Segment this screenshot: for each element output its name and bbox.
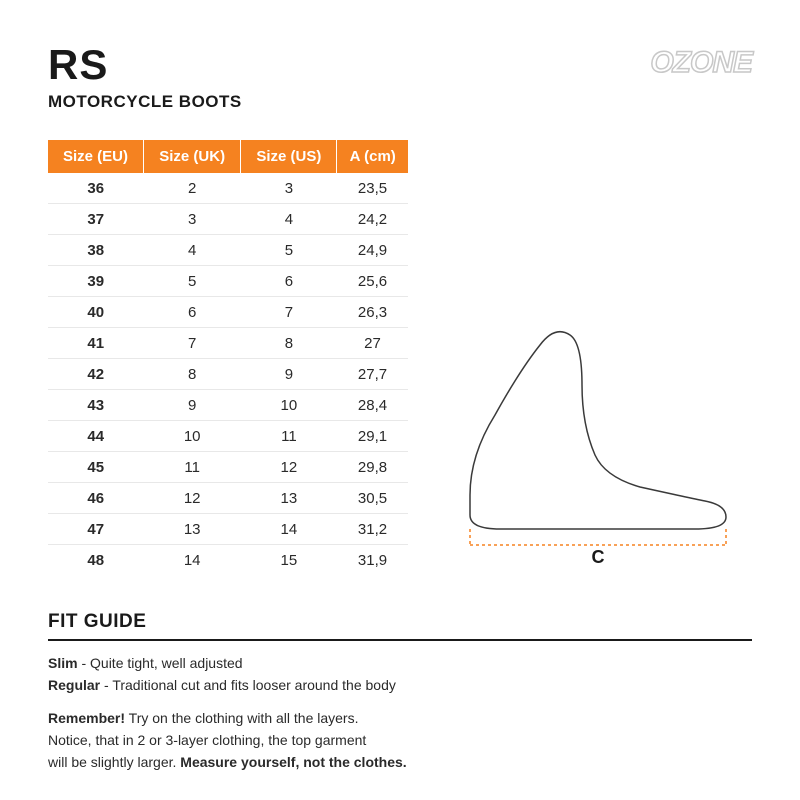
table-cell: 43 (48, 390, 144, 421)
column-header: Size (UK) (144, 140, 241, 173)
table-cell: 47 (48, 514, 144, 545)
table-row: 44101129,1 (48, 421, 408, 452)
fit-term: Regular (48, 677, 100, 693)
foot-outline-icon: C (440, 305, 740, 565)
table-cell: 13 (241, 483, 337, 514)
table-body: 362323,5373424,2384524,9395625,6406726,3… (48, 173, 408, 575)
table-cell: 23,5 (337, 173, 408, 204)
foot-diagram: C (428, 140, 752, 575)
fit-desc: - Traditional cut and fits looser around… (100, 677, 396, 693)
table-cell: 30,5 (337, 483, 408, 514)
table-cell: 31,2 (337, 514, 408, 545)
table-cell: 5 (144, 266, 241, 297)
table-head: Size (EU)Size (UK)Size (US)A (cm) (48, 140, 408, 173)
table-row: 47131431,2 (48, 514, 408, 545)
table-cell: 14 (144, 545, 241, 576)
table-cell: 31,9 (337, 545, 408, 576)
column-header: Size (EU) (48, 140, 144, 173)
table-row: 406726,3 (48, 297, 408, 328)
table-cell: 48 (48, 545, 144, 576)
table-cell: 26,3 (337, 297, 408, 328)
table-cell: 45 (48, 452, 144, 483)
table-cell: 6 (144, 297, 241, 328)
table-cell: 3 (241, 173, 337, 204)
table-cell: 7 (241, 297, 337, 328)
table-cell: 8 (144, 359, 241, 390)
table-cell: 3 (144, 204, 241, 235)
table-cell: 44 (48, 421, 144, 452)
product-code: RS (48, 44, 242, 86)
table-cell: 24,2 (337, 204, 408, 235)
table-cell: 28,4 (337, 390, 408, 421)
table-row: 46121330,5 (48, 483, 408, 514)
table-cell: 38 (48, 235, 144, 266)
table-cell: 2 (144, 173, 241, 204)
table-row: 428927,7 (48, 359, 408, 390)
table-cell: 29,1 (337, 421, 408, 452)
fit-remember: Remember! Try on the clothing with all t… (48, 708, 752, 773)
brand-logo: OZONE (650, 46, 752, 80)
table-row: 48141531,9 (48, 545, 408, 576)
table-cell: 8 (241, 328, 337, 359)
fit-desc: - Quite tight, well adjusted (78, 655, 243, 671)
table-cell: 9 (241, 359, 337, 390)
product-type: MOTORCYCLE BOOTS (48, 92, 242, 112)
table-cell: 4 (241, 204, 337, 235)
table-cell: 12 (144, 483, 241, 514)
remember-label: Remember! (48, 710, 125, 726)
title-block: RS MOTORCYCLE BOOTS (48, 44, 242, 112)
table-cell: 11 (144, 452, 241, 483)
table-cell: 15 (241, 545, 337, 576)
table-row: 417827 (48, 328, 408, 359)
fit-line: Slim - Quite tight, well adjusted (48, 653, 752, 675)
table-cell: 14 (241, 514, 337, 545)
fit-line: Regular - Traditional cut and fits loose… (48, 675, 752, 697)
table-row: 373424,2 (48, 204, 408, 235)
header: RS MOTORCYCLE BOOTS OZONE (48, 44, 752, 112)
table-row: 384524,9 (48, 235, 408, 266)
content-row: Size (EU)Size (UK)Size (US)A (cm) 362323… (48, 140, 752, 575)
table-cell: 5 (241, 235, 337, 266)
table-cell: 4 (144, 235, 241, 266)
table-cell: 24,9 (337, 235, 408, 266)
table-cell: 29,8 (337, 452, 408, 483)
fit-guide-title: FIT GUIDE (48, 611, 752, 641)
table-cell: 12 (241, 452, 337, 483)
table-cell: 41 (48, 328, 144, 359)
table-cell: 27,7 (337, 359, 408, 390)
table-cell: 37 (48, 204, 144, 235)
table-cell: 13 (144, 514, 241, 545)
table-cell: 11 (241, 421, 337, 452)
table-cell: 10 (144, 421, 241, 452)
table-cell: 42 (48, 359, 144, 390)
column-header: Size (US) (241, 140, 337, 173)
table-cell: 46 (48, 483, 144, 514)
fit-guide: FIT GUIDE Slim - Quite tight, well adjus… (48, 611, 752, 773)
table-cell: 9 (144, 390, 241, 421)
table-cell: 36 (48, 173, 144, 204)
column-header: A (cm) (337, 140, 408, 173)
table-cell: 25,6 (337, 266, 408, 297)
table-cell: 10 (241, 390, 337, 421)
table-cell: 6 (241, 266, 337, 297)
table-cell: 40 (48, 297, 144, 328)
table-row: 362323,5 (48, 173, 408, 204)
table-cell: 39 (48, 266, 144, 297)
size-table: Size (EU)Size (UK)Size (US)A (cm) 362323… (48, 140, 408, 575)
table-cell: 7 (144, 328, 241, 359)
table-row: 395625,6 (48, 266, 408, 297)
table-row: 4391028,4 (48, 390, 408, 421)
table-row: 45111229,8 (48, 452, 408, 483)
remember-tail: Measure yourself, not the clothes. (180, 754, 406, 770)
table-cell: 27 (337, 328, 408, 359)
fit-term: Slim (48, 655, 78, 671)
diagram-label: C (592, 547, 605, 565)
